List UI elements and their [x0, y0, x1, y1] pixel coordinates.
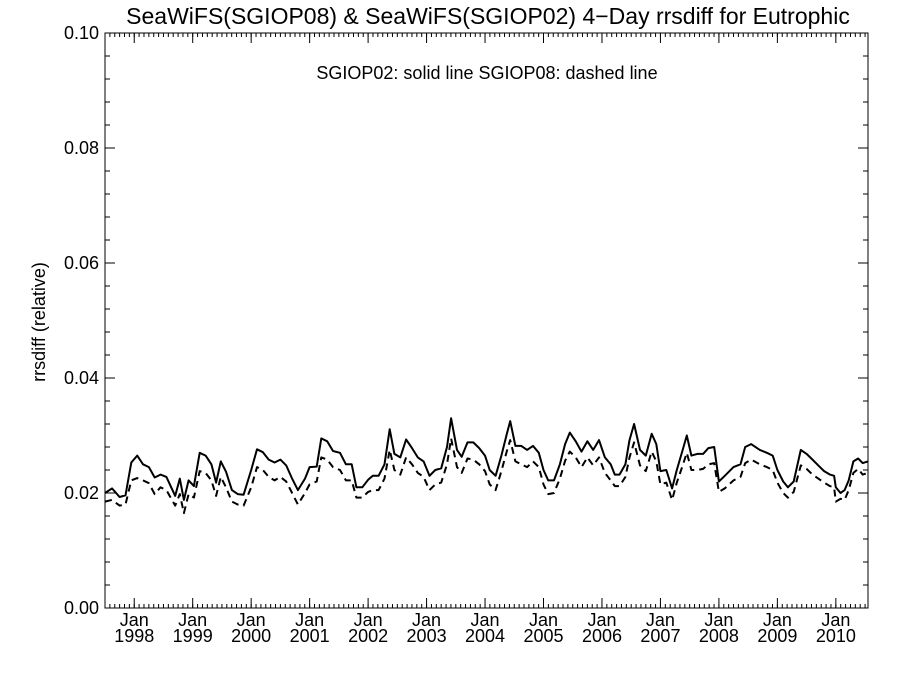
y-tick-label: 0.06: [64, 253, 99, 273]
x-tick-year: 2008: [699, 626, 739, 646]
x-tick-month: Jan: [295, 610, 324, 630]
x-tick-month: Jan: [646, 610, 675, 630]
x-tick-year: 2007: [640, 626, 680, 646]
y-axis: 0.00 0.02 0.04 0.06 0.08 0.10: [64, 23, 868, 618]
y-tick-label: 0.04: [64, 368, 99, 388]
x-tick-month: Jan: [237, 610, 266, 630]
x-tick-year: 1998: [114, 626, 154, 646]
x-tick-year: 2000: [231, 626, 271, 646]
x-axis: Jan1998Jan1999Jan2000Jan2001Jan2002Jan20…: [104, 33, 866, 646]
x-tick-month: Jan: [354, 610, 383, 630]
x-tick-month: Jan: [471, 610, 500, 630]
y-axis-title: rrsdiff (relative): [29, 262, 49, 382]
x-tick-month: Jan: [120, 610, 149, 630]
y-tick-label: 0.02: [64, 483, 99, 503]
x-tick-month: Jan: [178, 610, 207, 630]
plot-frame: [104, 32, 869, 609]
x-tick-year: 1999: [173, 626, 213, 646]
x-tick-year: 2004: [465, 626, 505, 646]
x-tick-month: Jan: [412, 610, 441, 630]
y-tick-label: 0.00: [64, 598, 99, 618]
x-tick-year: 2002: [348, 626, 388, 646]
x-tick-year: 2006: [582, 626, 622, 646]
x-tick-year: 2005: [523, 626, 563, 646]
chart-title: SeaWiFS(SGIOP08) & SeaWiFS(SGIOP02) 4−Da…: [126, 3, 850, 29]
x-tick-month: Jan: [587, 610, 616, 630]
series-line-sgiop02: [104, 417, 869, 501]
series-layer: [104, 417, 869, 515]
x-tick-month: Jan: [704, 610, 733, 630]
legend-annotation: SGIOP02: solid line SGIOP08: dashed line: [316, 63, 657, 83]
x-tick-month: Jan: [529, 610, 558, 630]
x-tick-year: 2001: [290, 626, 330, 646]
x-tick-month: Jan: [763, 610, 792, 630]
y-tick-label: 0.08: [64, 138, 99, 158]
x-tick-year: 2010: [816, 626, 856, 646]
y-tick-label: 0.10: [64, 23, 99, 43]
x-tick-year: 2003: [407, 626, 447, 646]
x-tick-month: Jan: [821, 610, 850, 630]
series-line-sgiop08: [104, 437, 869, 515]
x-tick-year: 2009: [757, 626, 797, 646]
